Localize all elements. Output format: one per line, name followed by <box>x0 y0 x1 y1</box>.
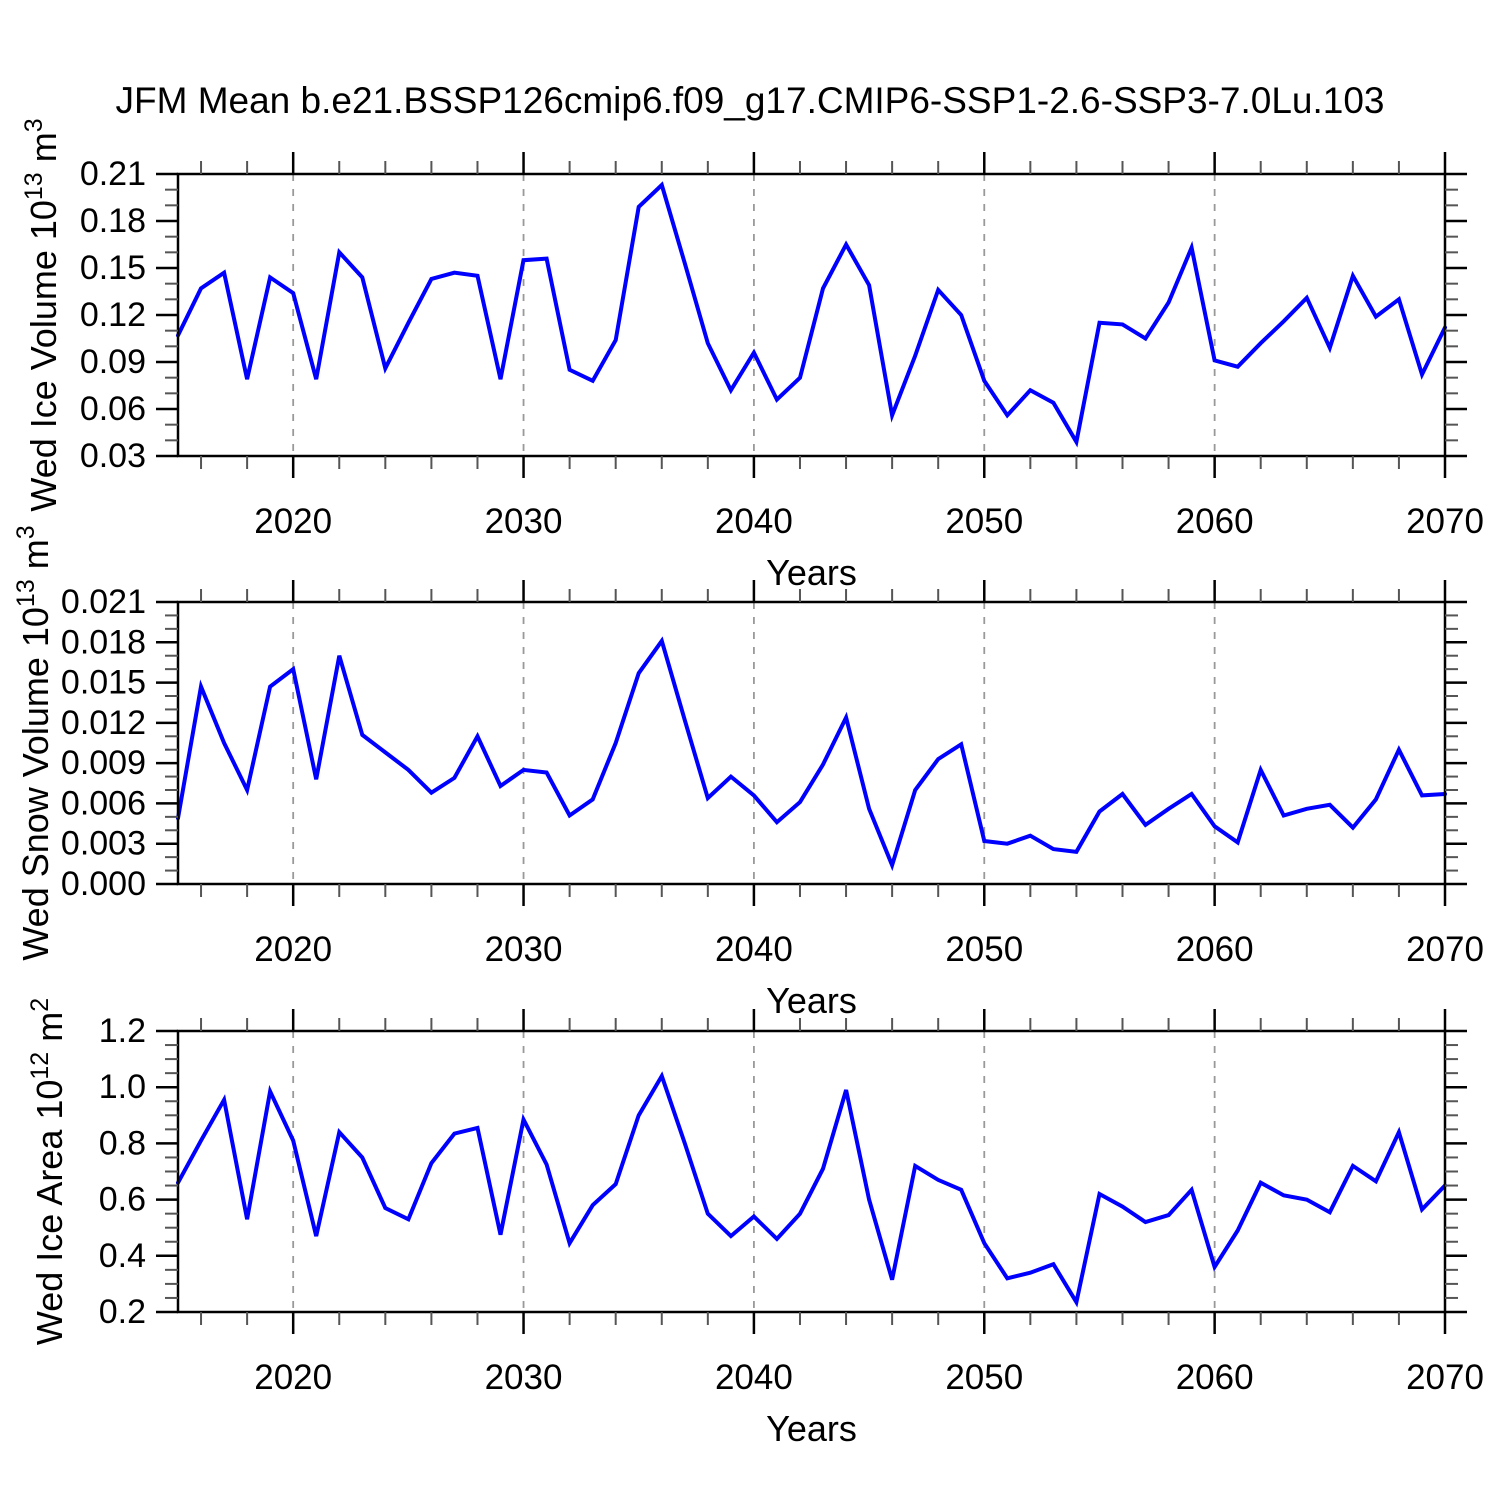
panel-wed-snow-volume: 2020 2030 2040 2050 2060 20700.0210.0180.0150… <box>12 525 1484 1021</box>
x-tick-label: 2030 <box>485 502 563 541</box>
y-tick-label: 0.006 <box>61 784 146 822</box>
y-tick-label: 0.21 <box>80 155 146 193</box>
wed-snow-volume-line <box>176 636 1447 872</box>
y-axis-title-wed-snow-volume: Wed Snow Volume 1013 m3 <box>12 525 56 960</box>
x-tick-label: 2060 <box>1176 1358 1254 1397</box>
y-tick-label: 0.6 <box>99 1181 146 1219</box>
x-axis-title: Years <box>766 980 857 1021</box>
y-tick-label: 0.000 <box>61 865 146 903</box>
panel-wed-ice-area: 2020 2030 2040 2050 2060 2070 1.2 1.0 0.8 0.6 0.4 0… <box>26 998 1484 1449</box>
y-tick-label: 0.06 <box>80 390 146 428</box>
x-ticks: 2020 2030 2040 2050 2060 2070 <box>200 580 1484 969</box>
x-tick-label: 2050 <box>945 930 1023 969</box>
y-tick-label: 0.021 <box>61 583 146 621</box>
x-tick-label: 2030 <box>485 1358 563 1397</box>
wed-ice-area-line <box>176 1071 1447 1308</box>
y-tick-label: 1.2 <box>99 1012 146 1050</box>
x-tick-label: 2050 <box>945 1358 1023 1397</box>
y-tick-label: 1.0 <box>99 1068 146 1106</box>
plot-box <box>176 172 1447 458</box>
x-tick-label: 2050 <box>945 502 1023 541</box>
x-tick-label: 2070 <box>1406 930 1484 969</box>
panel-wed-ice-volume: 2020 2030 2040 2050 2060 2070 0.21 0.18 0.15 0.12… <box>20 118 1484 593</box>
x-tick-label: 2040 <box>715 1358 793 1397</box>
x-tick-label: 2040 <box>715 930 793 969</box>
y-tick-label: 0.015 <box>61 664 146 702</box>
y-tick-label: 0.03 <box>80 437 146 475</box>
x-axis-title: Years <box>766 1408 857 1449</box>
y-ticks: 1.2 1.0 0.8 0.6 0.4 0.2 <box>99 1012 1467 1331</box>
x-ticks: 2020 2030 2040 2050 2060 2070 <box>200 1009 1484 1397</box>
x-tick-label: 2020 <box>254 502 332 541</box>
y-tick-label: 0.009 <box>61 744 146 782</box>
y-ticks: 0.21 0.18 0.15 0.12 0.09 0.06 0.03 <box>80 155 1467 475</box>
chart-title: JFM Mean b.e21.BSSP126cmip6.f09_g17.CMIP… <box>115 80 1385 121</box>
x-ticks: 2020 2030 2040 2050 2060 2070 <box>200 152 1484 541</box>
x-tick-label: 2070 <box>1406 502 1484 541</box>
y-tick-label: 0.15 <box>80 249 146 287</box>
x-tick-label: 2020 <box>254 1358 332 1397</box>
x-tick-label: 2040 <box>715 502 793 541</box>
y-axis-title-wed-ice-area: Wed Ice Area 1012 m2 <box>26 998 70 1345</box>
y-tick-label: 0.018 <box>61 623 146 661</box>
x-tick-label: 2070 <box>1406 1358 1484 1397</box>
grid <box>292 174 1216 456</box>
y-tick-label: 0.4 <box>99 1237 146 1275</box>
y-tick-label: 0.2 <box>99 1293 146 1331</box>
x-tick-label: 2060 <box>1176 930 1254 969</box>
x-tick-label: 2060 <box>1176 502 1254 541</box>
y-tick-label: 0.012 <box>61 704 146 742</box>
grid <box>292 602 1216 884</box>
y-tick-label: 0.003 <box>61 825 146 863</box>
x-axis-title: Years <box>766 552 857 593</box>
x-tick-label: 2030 <box>485 930 563 969</box>
y-tick-label: 0.18 <box>80 202 146 240</box>
y-axis-title-wed-ice-volume: Wed Ice Volume 1013 m3 <box>20 118 64 511</box>
y-tick-label: 0.12 <box>80 296 146 334</box>
wed-ice-volume-line <box>176 181 1447 448</box>
plot-box <box>176 600 1447 886</box>
y-tick-label: 0.09 <box>80 343 146 381</box>
grid <box>292 1031 1216 1312</box>
x-tick-label: 2020 <box>254 930 332 969</box>
y-tick-label: 0.8 <box>99 1124 146 1162</box>
